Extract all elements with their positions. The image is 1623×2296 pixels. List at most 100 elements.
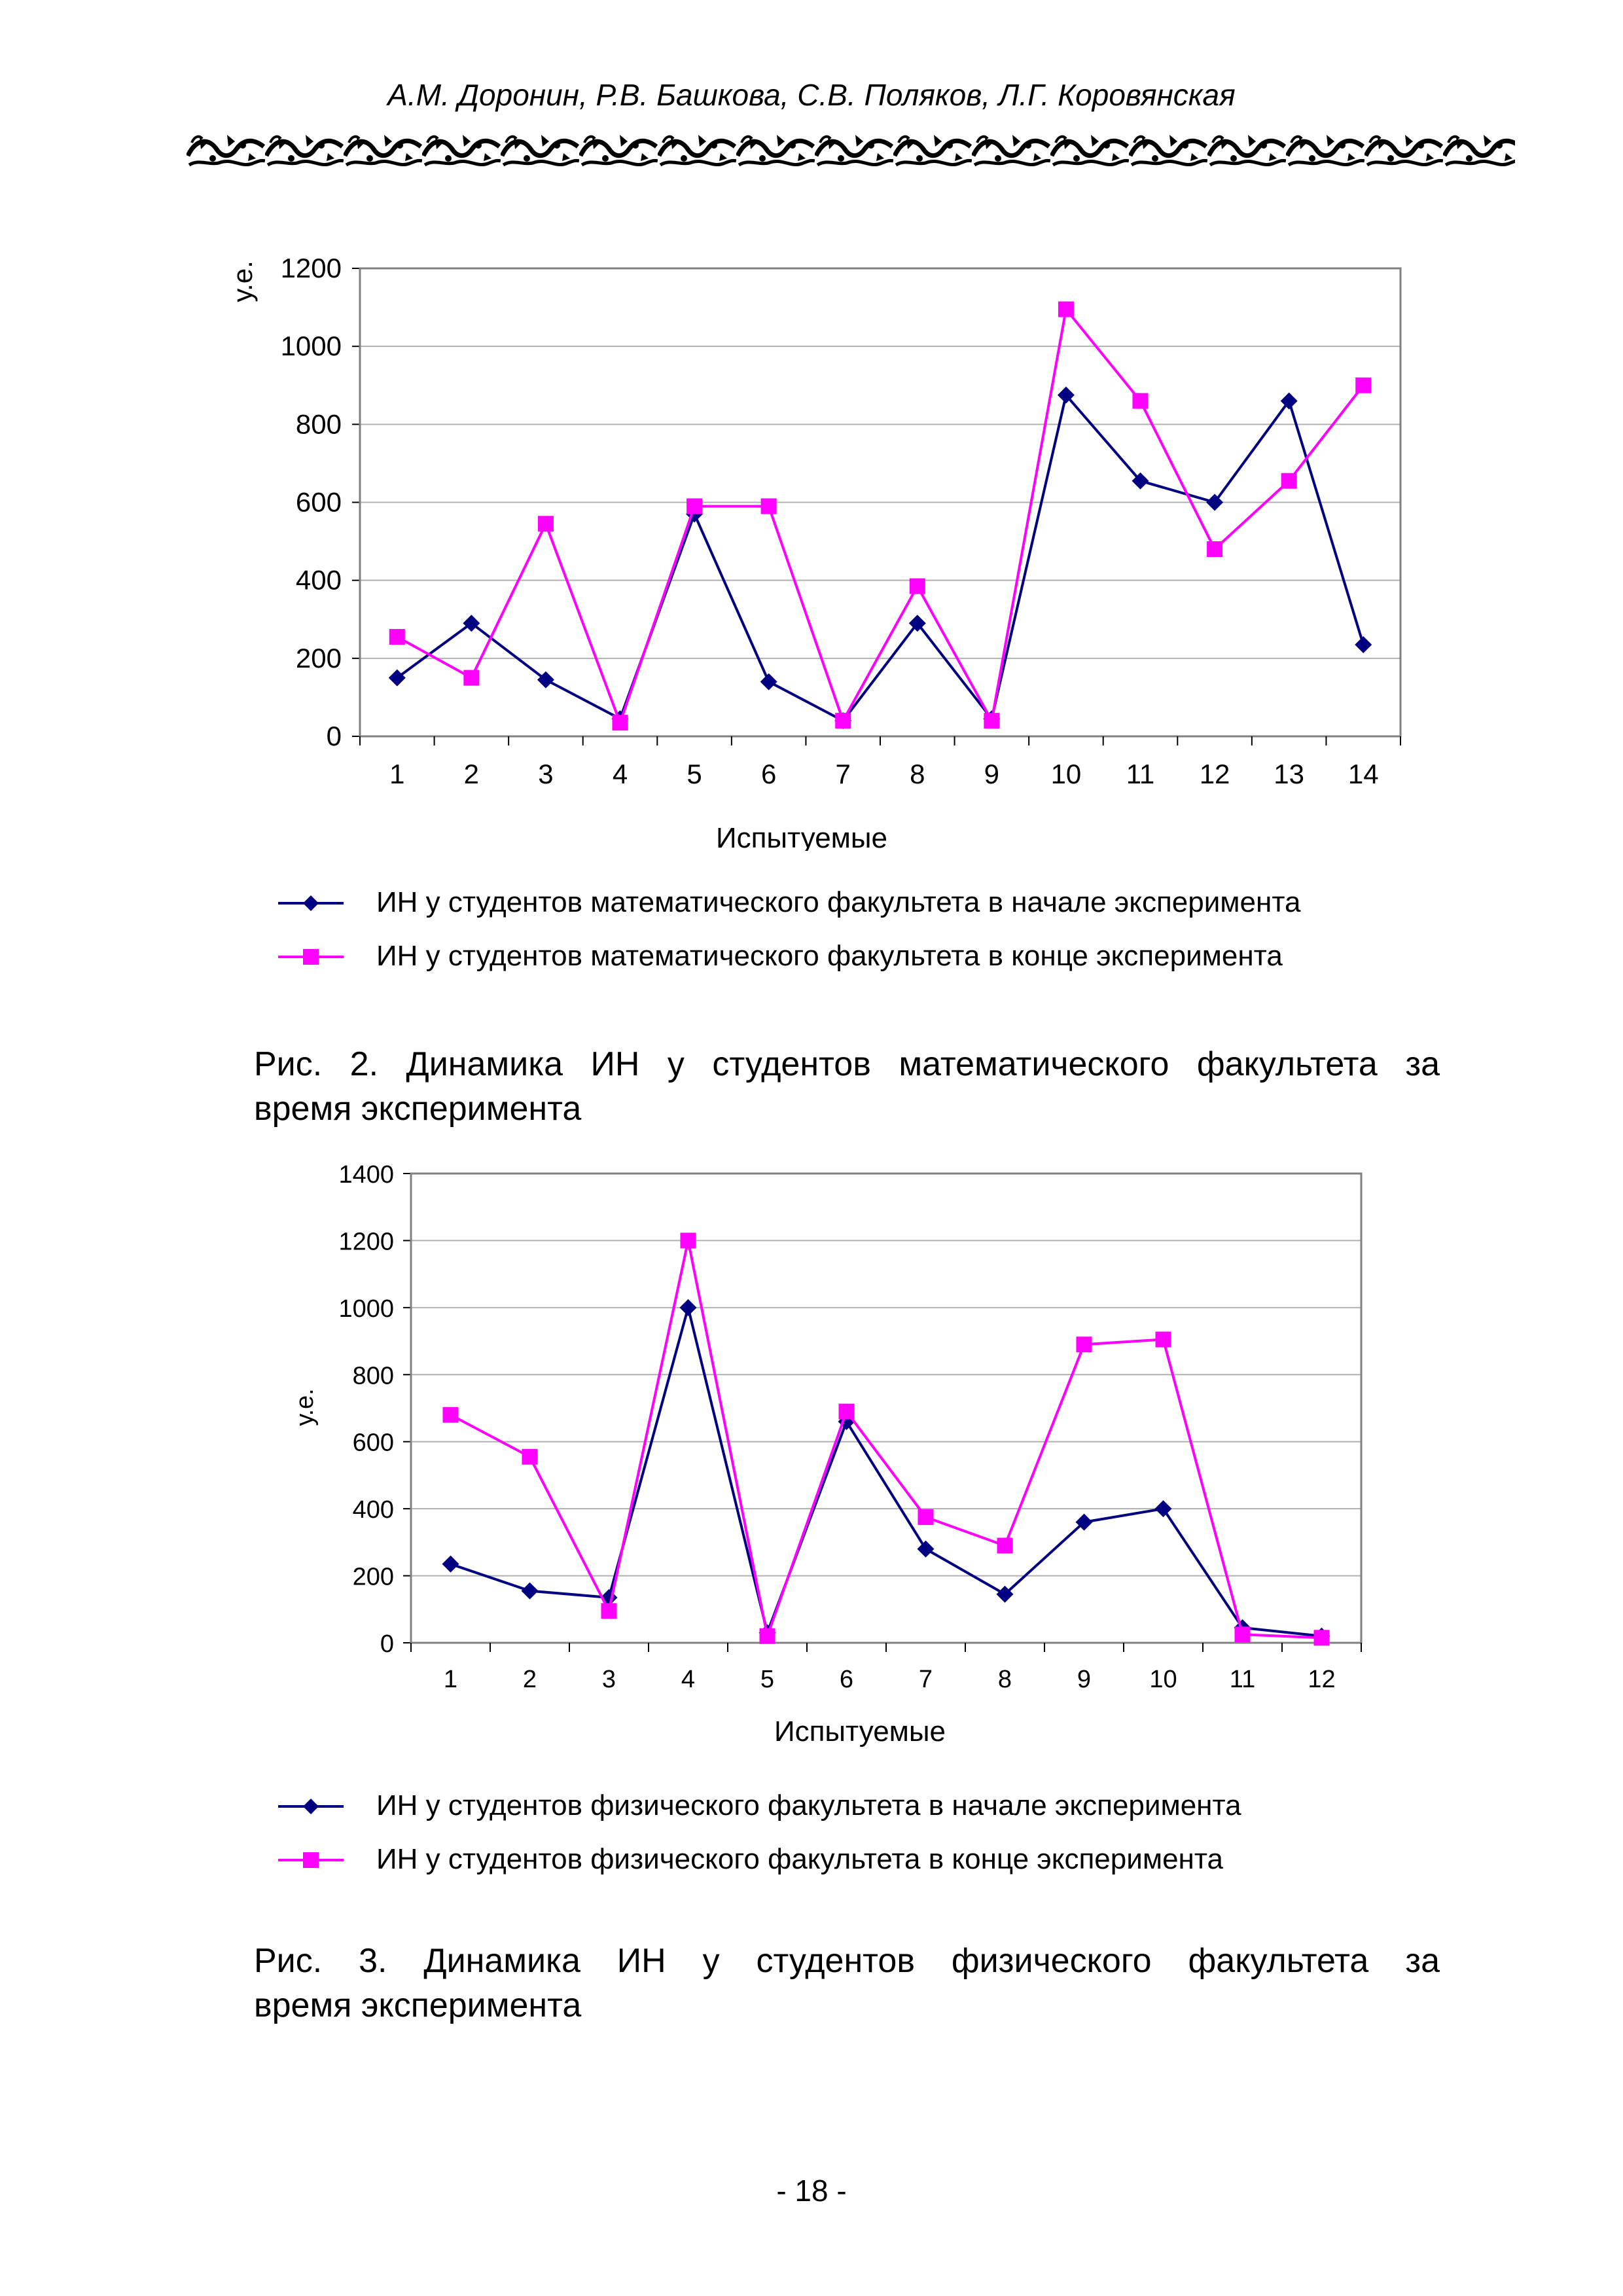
x-tick-label: 7 xyxy=(919,1666,933,1693)
data-point-square xyxy=(1234,1626,1251,1643)
data-point-square xyxy=(984,713,1000,729)
y-tick-label: 1400 xyxy=(338,1161,394,1189)
y-axis-title: у.е. xyxy=(291,1388,319,1426)
caption-line: время эксперимента xyxy=(254,1090,582,1128)
caption-line: Рис. 2. Динамика ИН у студентов математи… xyxy=(254,1045,1440,1083)
data-point-square xyxy=(838,1403,855,1420)
data-point-square xyxy=(442,1407,459,1423)
data-point-square xyxy=(612,715,628,731)
data-point-square xyxy=(1313,1630,1330,1646)
legend-chart-physics: ИН у студентов физического факультета в … xyxy=(278,1787,1522,1885)
legend-label: ИН у студентов физического факультета в … xyxy=(376,1789,1241,1821)
figure-caption-3: Рис. 3. Динамика ИН у студентов физическ… xyxy=(254,1939,1440,2028)
x-tick-label: 1 xyxy=(389,759,404,789)
data-point-square xyxy=(522,1448,538,1465)
y-tick-label: 0 xyxy=(327,721,342,751)
y-tick-label: 1000 xyxy=(281,331,342,361)
data-point-diamond xyxy=(463,615,480,632)
plot-area-frame xyxy=(410,1172,1363,1644)
decorative-ornament-band xyxy=(187,130,1515,173)
data-point-square xyxy=(759,1628,776,1644)
x-tick-label: 6 xyxy=(840,1666,853,1693)
y-tick-label: 1200 xyxy=(338,1228,394,1255)
data-point-diamond xyxy=(1206,493,1224,511)
legend-chart-math: ИН у студентов математического факультет… xyxy=(278,884,1522,982)
data-point-square xyxy=(997,1537,1013,1554)
legend-swatch-diamond xyxy=(278,1799,344,1814)
data-point-diamond xyxy=(521,1582,539,1600)
y-tick-label: 1200 xyxy=(281,253,342,283)
x-tick-label: 12 xyxy=(1200,759,1230,789)
x-tick-label: 4 xyxy=(681,1666,695,1693)
x-tick-label: 5 xyxy=(687,759,702,789)
caption-line: время эксперимента xyxy=(254,1986,582,2024)
data-point-diamond xyxy=(996,1585,1014,1603)
legend-swatch-square xyxy=(278,1852,344,1868)
legend-label: ИН у студентов математического факультет… xyxy=(376,886,1301,918)
x-tick-label: 14 xyxy=(1348,759,1379,789)
series-line-end xyxy=(450,1240,1322,1641)
y-tick-label: 800 xyxy=(353,1362,394,1390)
data-point-diamond xyxy=(1057,386,1075,404)
x-tick-label: 11 xyxy=(1126,759,1155,789)
data-point-diamond xyxy=(760,673,777,691)
series-line-end xyxy=(396,306,1364,727)
data-point-diamond xyxy=(1280,392,1298,410)
x-tick-label: 4 xyxy=(613,759,628,789)
series-line-start xyxy=(450,1302,1322,1638)
data-point-diamond xyxy=(908,615,926,632)
authors-header: А.М. Доронин, Р.В. Башкова, С.В. Поляков… xyxy=(387,78,1236,112)
figure-caption-2: Рис. 2. Динамика ИН у студентов математи… xyxy=(254,1042,1440,1131)
y-tick-label: 600 xyxy=(296,487,342,518)
data-point-diamond xyxy=(917,1540,935,1558)
x-tick-label: 6 xyxy=(761,759,776,789)
data-point-diamond xyxy=(388,669,406,687)
data-point-diamond xyxy=(537,671,554,689)
data-point-diamond xyxy=(1355,636,1372,653)
x-tick-label: 10 xyxy=(1149,1666,1177,1693)
y-tick-label: 400 xyxy=(296,565,342,596)
data-point-diamond xyxy=(1132,472,1149,490)
x-tick-label: 12 xyxy=(1308,1666,1335,1693)
chart-math-faculty: 0 200 400 600 800 1000 1200 1 2 3 4 5 6 7 8 9 10 11 12 13 14… xyxy=(0,0,1623,851)
y-axis-title: у.е. xyxy=(227,260,258,302)
x-tick-label: 2 xyxy=(464,759,479,789)
y-tick-label: 200 xyxy=(296,643,342,673)
data-point-square xyxy=(601,1603,617,1619)
data-point-square xyxy=(1281,473,1297,489)
data-point-square xyxy=(1132,393,1149,409)
x-tick-label: 2 xyxy=(523,1666,537,1693)
caption-line: Рис. 3. Динамика ИН у студентов физическ… xyxy=(254,1942,1440,1980)
x-tick-label: 8 xyxy=(910,759,925,789)
data-point-square xyxy=(760,498,777,514)
data-point-diamond xyxy=(1154,1500,1172,1518)
data-point-diamond xyxy=(442,1555,459,1573)
x-axis-title: Испытуемые xyxy=(716,822,887,851)
legend-swatch-diamond xyxy=(278,895,344,911)
x-tick-label: 1 xyxy=(444,1666,457,1693)
data-point-square xyxy=(1155,1331,1171,1348)
y-tick-label: 200 xyxy=(353,1564,394,1591)
y-tick-label: 600 xyxy=(353,1429,394,1457)
y-tick-label: 0 xyxy=(380,1630,394,1658)
data-point-square xyxy=(918,1509,934,1525)
x-tick-label: 13 xyxy=(1274,759,1304,789)
legend-label: ИН у студентов физического факультета в … xyxy=(376,1843,1223,1875)
x-axis-title: Испытуемые xyxy=(774,1715,946,1748)
data-point-square xyxy=(1355,377,1372,393)
x-tick-label: 8 xyxy=(998,1666,1012,1693)
x-tick-label: 7 xyxy=(836,759,851,789)
legend-label: ИН у студентов математического факультет… xyxy=(376,940,1283,972)
x-tick-label: 9 xyxy=(984,759,999,789)
data-point-square xyxy=(389,629,405,645)
data-point-square xyxy=(909,578,925,594)
data-point-square xyxy=(1207,541,1223,557)
x-tick-label: 11 xyxy=(1230,1666,1255,1693)
page-number: - 18 - xyxy=(776,2174,847,2208)
x-tick-label: 3 xyxy=(538,759,553,789)
y-tick-label: 800 xyxy=(296,408,342,439)
series-line-start xyxy=(396,392,1365,723)
data-point-square xyxy=(463,670,480,686)
